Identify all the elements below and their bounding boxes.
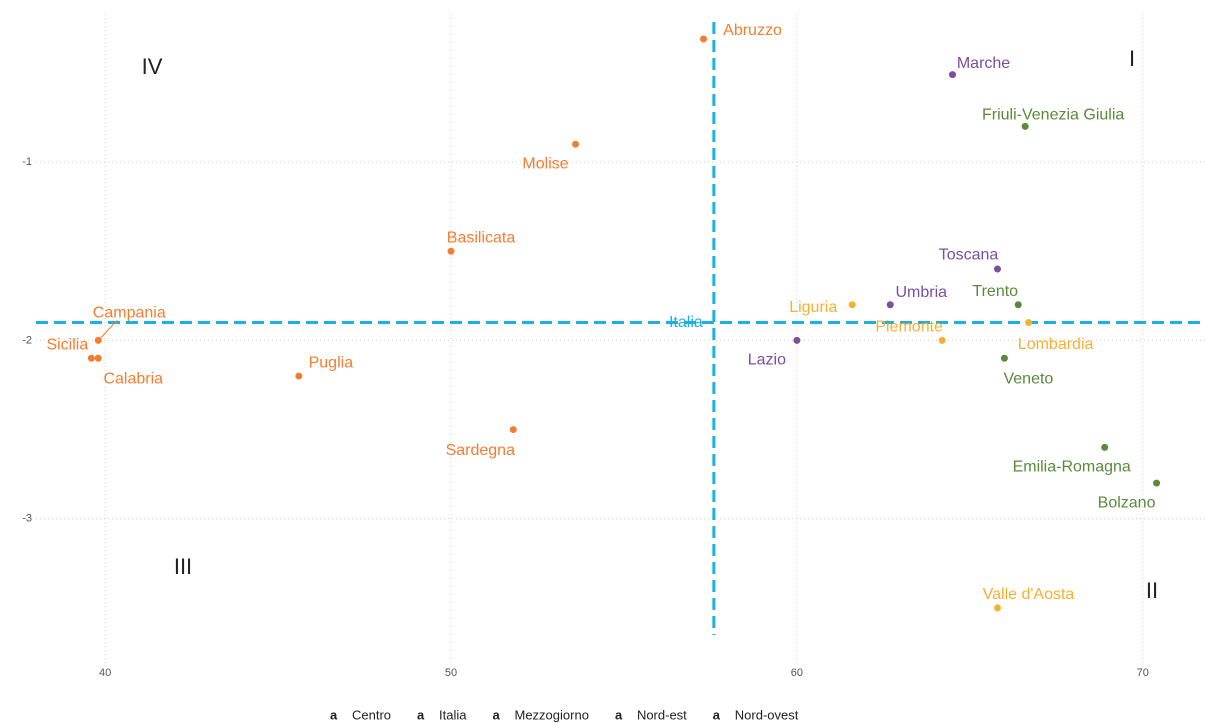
point bbox=[1000, 354, 1008, 362]
x-tick-label: 40 bbox=[99, 667, 111, 679]
legend-key: a bbox=[417, 707, 425, 722]
x-tick-label: 70 bbox=[1137, 667, 1149, 679]
point bbox=[509, 426, 517, 434]
point bbox=[1021, 122, 1029, 130]
x-tick-label: 60 bbox=[791, 667, 803, 679]
legend-key: a bbox=[330, 707, 338, 722]
point bbox=[1025, 319, 1033, 327]
point-label: Emilia-Romagna bbox=[1013, 459, 1131, 476]
point bbox=[1014, 301, 1022, 309]
legend-key: a bbox=[493, 707, 501, 722]
quadrant-label: IV bbox=[142, 54, 163, 79]
y-tick-label: -2 bbox=[22, 334, 32, 346]
point bbox=[94, 354, 102, 362]
point-label: Umbria bbox=[895, 284, 947, 301]
point bbox=[447, 247, 455, 255]
point-label: Veneto bbox=[1003, 370, 1053, 387]
point-label: Abruzzo bbox=[723, 22, 782, 39]
point-label: Puglia bbox=[309, 354, 354, 371]
point bbox=[993, 265, 1001, 273]
point-label: Piemonte bbox=[875, 319, 943, 336]
point-label: Trento bbox=[972, 283, 1018, 300]
legend-key: a bbox=[615, 707, 623, 722]
point-label: Sardegna bbox=[446, 442, 515, 459]
point bbox=[295, 372, 303, 380]
point bbox=[793, 336, 801, 344]
point-label: Valle d'Aosta bbox=[983, 586, 1075, 603]
point bbox=[938, 336, 946, 344]
point-label: Basilicata bbox=[447, 229, 516, 246]
point-label: Liguria bbox=[789, 299, 837, 316]
point-label: Toscana bbox=[939, 246, 999, 263]
point-label: Sicilia bbox=[46, 336, 88, 353]
y-tick-label: -1 bbox=[22, 156, 32, 168]
point-label: Marche bbox=[957, 55, 1010, 72]
x-tick-label: 50 bbox=[445, 667, 457, 679]
point bbox=[94, 336, 102, 344]
point bbox=[572, 140, 580, 148]
legend-key: a bbox=[713, 707, 721, 722]
point-label: Bolzano bbox=[1098, 494, 1156, 511]
legend-label: Mezzogiorno bbox=[515, 707, 589, 722]
label-connector bbox=[97, 320, 118, 341]
legend-label: Centro bbox=[352, 707, 391, 722]
legend-label: Italia bbox=[439, 707, 467, 722]
point-label: Campania bbox=[93, 305, 166, 322]
point-label: Italia bbox=[669, 314, 703, 331]
legend-label: Nord-est bbox=[637, 707, 687, 722]
point bbox=[848, 301, 856, 309]
quadrant-label: III bbox=[174, 554, 192, 579]
legend-label: Nord-ovest bbox=[735, 707, 799, 722]
y-tick-label: -3 bbox=[22, 513, 32, 525]
point-label: Calabria bbox=[103, 370, 163, 387]
point-label: Friuli-Venezia Giulia bbox=[982, 107, 1124, 124]
point-label: Lombardia bbox=[1018, 336, 1094, 353]
point bbox=[993, 604, 1001, 612]
point bbox=[1101, 443, 1109, 451]
point bbox=[87, 354, 95, 362]
point-label: Molise bbox=[522, 155, 568, 172]
point bbox=[700, 35, 708, 43]
point-label: Lazio bbox=[748, 352, 786, 369]
point bbox=[1153, 479, 1161, 487]
quadrant-label: I bbox=[1129, 46, 1135, 71]
point bbox=[886, 301, 894, 309]
point bbox=[949, 71, 957, 79]
quadrant-label: II bbox=[1146, 578, 1158, 603]
